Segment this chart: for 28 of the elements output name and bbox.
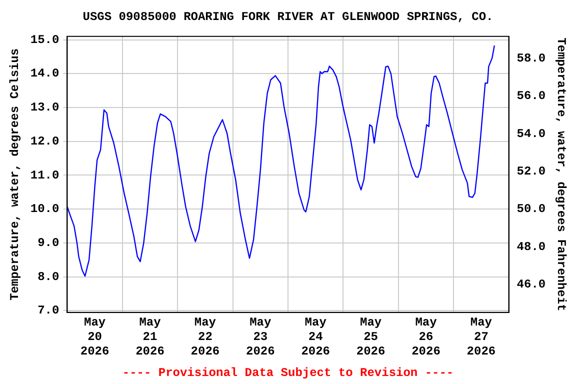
x-tick-label: May 26 2026 [412, 316, 440, 358]
x-tick-label: May 21 2026 [136, 316, 164, 358]
x-tick-label: May 22 2026 [190, 316, 220, 358]
text: ---- Provisional Data Subject to Revision ---- [122, 366, 454, 380]
x-tick-label: May 23 2026 [246, 316, 275, 358]
y-tick-label: 8.0 [38, 270, 60, 284]
y2-tick-label: 58.0 [516, 52, 546, 66]
y-axis-title: Temperature, water, degrees Celsius [8, 48, 22, 300]
y-tick-label: 11.0 [30, 168, 60, 182]
y2-tick-label: 54.0 [516, 126, 546, 141]
y2-tick-label: 52.0 [516, 164, 546, 178]
y2-tick-label: 48.0 [516, 240, 546, 254]
y-tick-label: 12.0 [30, 134, 60, 148]
chart-title: USGS 09085000 ROARING FORK RIVER AT GLENWOOD SPRINGS, CO. [82, 10, 494, 24]
y2-tick-label: 46.0 [516, 277, 546, 292]
y-tick-label: 10.0 [30, 202, 60, 216]
y2-tick-label: 50.0 [516, 202, 546, 216]
y-tick-label: 13.0 [30, 100, 60, 115]
y2-tick-label: 56.0 [516, 89, 546, 104]
x-tick-label: May 24 2026 [301, 316, 330, 358]
y-tick-label: 9.0 [38, 236, 60, 250]
x-tick-label: May 27 2026 [466, 316, 496, 358]
y-tick-label: 14.0 [30, 66, 60, 81]
y2-axis-title: Temperature, water, degrees Fahrenheit [554, 38, 568, 312]
x-tick-label: May 20 2026 [80, 316, 110, 358]
y-tick-label: 7.0 [38, 304, 60, 318]
x-tick-label: May 25 2026 [356, 316, 386, 358]
y-tick-label: 15.0 [30, 32, 60, 47]
